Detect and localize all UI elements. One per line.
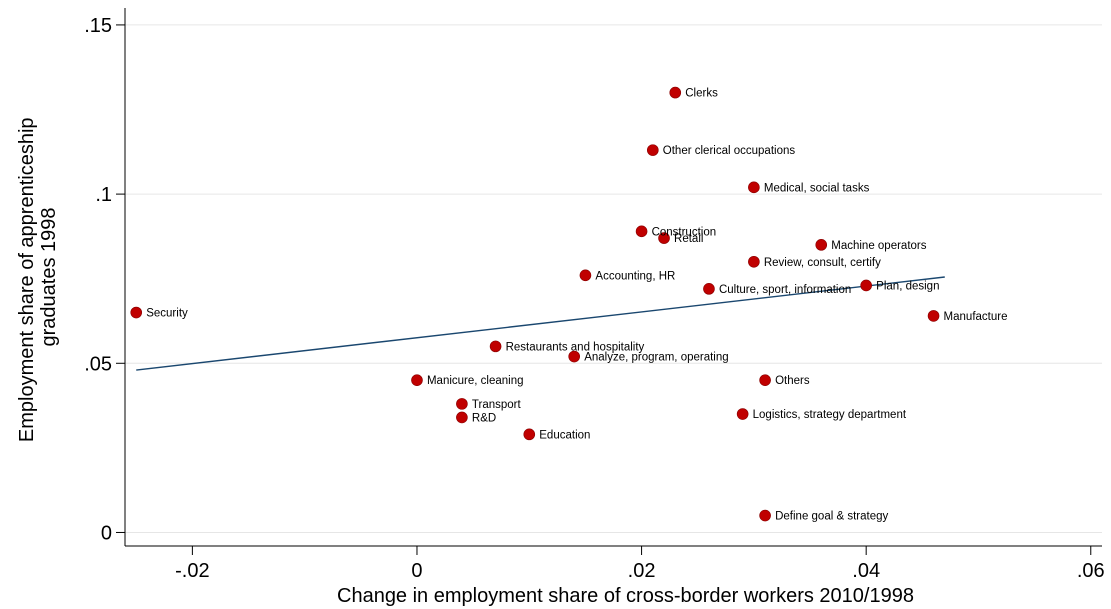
point-label: Culture, sport, information: [719, 284, 851, 296]
y-axis-title-line-1: Employment share of apprenticeship: [16, 117, 38, 442]
data-point: [669, 86, 682, 99]
data-point: [523, 428, 536, 441]
y-tick-label: .1: [95, 184, 112, 206]
point-label: Transport: [472, 399, 522, 411]
x-tick-label: 0: [411, 560, 422, 582]
data-point: [759, 509, 771, 522]
y-tick-label: .05: [84, 353, 112, 375]
data-point: [635, 225, 648, 238]
data-point: [748, 181, 760, 194]
point-label: Retail: [674, 233, 703, 245]
point-label: Machine operators: [831, 240, 926, 252]
data-point: [759, 374, 771, 387]
data-point: [860, 279, 872, 292]
point-label: Other clerical occupations: [663, 145, 796, 157]
x-tick-label: .06: [1077, 560, 1105, 582]
data-points: [130, 86, 940, 522]
point-label: Review, consult, certify: [764, 257, 881, 269]
y-tick-label: .15: [84, 15, 112, 37]
fit-line: [136, 276, 945, 371]
x-tick-label: .04: [852, 560, 880, 582]
point-label: Others: [775, 375, 810, 387]
point-label: Accounting, HR: [595, 270, 675, 282]
data-point: [489, 340, 502, 353]
point-label: Clerks: [685, 88, 718, 100]
point-label: Construction: [652, 226, 717, 238]
data-point: [736, 408, 749, 420]
fit-line-layer: [136, 276, 945, 371]
point-label: Education: [539, 429, 590, 441]
y-axis-title-line-2: graduates 1998: [38, 207, 60, 346]
x-tick-label: -.02: [175, 560, 209, 582]
point-label: Define goal & strategy: [775, 511, 888, 523]
axes: 0 .05 .1 .15 -.02 0 .02 .04 .06: [84, 8, 1105, 582]
x-axis-title: Change in employment share of cross-bord…: [337, 585, 914, 607]
point-label: R&D: [472, 412, 496, 424]
grid-lines: [125, 24, 1102, 533]
data-point: [568, 350, 580, 363]
data-point: [647, 144, 659, 156]
point-label: Logistics, strategy department: [753, 409, 907, 421]
data-point: [927, 310, 940, 322]
point-labels: Clerks Other clerical occupations Medical,…: [146, 88, 1007, 523]
data-point: [130, 306, 143, 319]
point-label: Plan, design: [876, 280, 939, 292]
point-label: Manufacture: [944, 311, 1008, 323]
y-axis-title: Employment share of apprenticeship gradu…: [16, 112, 60, 442]
point-label: Analyze, program, operating: [584, 352, 728, 364]
data-point: [703, 283, 715, 295]
x-tick-label: .02: [628, 560, 656, 582]
data-point: [411, 374, 423, 387]
data-point: [748, 255, 760, 268]
y-tick-label: 0: [101, 522, 112, 544]
point-label: Security: [146, 308, 188, 320]
point-label: Medical, social tasks: [764, 182, 870, 194]
data-point: [815, 239, 828, 251]
point-label: Manicure, cleaning: [427, 375, 524, 387]
data-point: [579, 269, 592, 282]
point-label: Restaurants and hospitality: [506, 341, 645, 353]
data-point: [456, 411, 468, 424]
data-point: [456, 398, 468, 410]
data-point: [658, 232, 670, 244]
